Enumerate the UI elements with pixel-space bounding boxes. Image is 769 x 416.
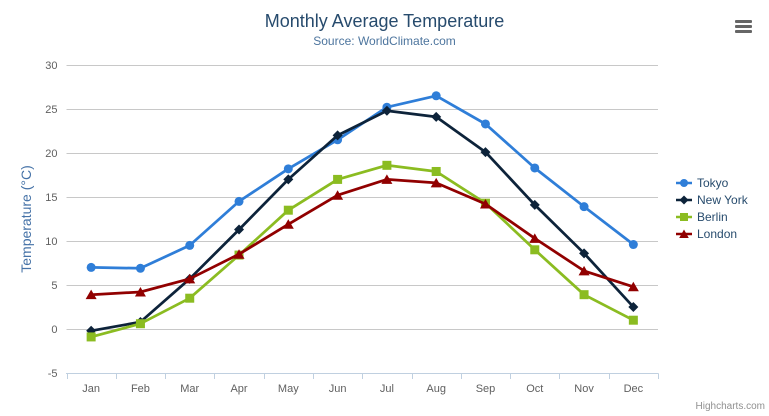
x-axis-label: Oct xyxy=(526,383,543,395)
y-axis-label: 15 xyxy=(45,192,57,204)
series-line-london[interactable] xyxy=(89,178,635,297)
x-axis-label: May xyxy=(278,383,299,395)
tokyo-point[interactable] xyxy=(431,91,441,101)
chart-subtitle: Source: WorldClimate.com xyxy=(313,34,456,48)
series-line-berlin[interactable] xyxy=(89,163,635,339)
legend-item-label: Tokyo xyxy=(697,176,729,190)
berlin-point[interactable] xyxy=(579,290,589,300)
y-axis-label: 5 xyxy=(51,280,57,292)
tokyo-point[interactable] xyxy=(135,263,145,273)
y-axis-label: 0 xyxy=(51,324,57,336)
london-point[interactable] xyxy=(381,174,393,184)
new-york-point[interactable] xyxy=(381,105,392,116)
x-axis-label: Jun xyxy=(329,383,347,395)
berlin-point[interactable] xyxy=(333,174,343,184)
x-axis-label: Dec xyxy=(624,383,644,395)
y-axis-title: Temperature (°C) xyxy=(18,165,34,273)
legend-item-new-york[interactable]: New York xyxy=(676,192,748,208)
y-axis-label: 30 xyxy=(45,60,57,72)
new-york-point[interactable] xyxy=(628,302,639,312)
berlin-point[interactable] xyxy=(530,245,540,255)
tokyo-point[interactable] xyxy=(530,163,540,173)
berlin-point[interactable] xyxy=(283,205,293,215)
triangle-icon xyxy=(676,229,692,238)
diamond-icon xyxy=(676,195,692,205)
london-point[interactable] xyxy=(529,233,541,243)
x-axis-label: Sep xyxy=(476,383,496,395)
tokyo-point[interactable] xyxy=(185,240,195,250)
x-axis-label: Mar xyxy=(180,383,199,395)
x-axis-label: Feb xyxy=(131,383,150,395)
london-point[interactable] xyxy=(627,281,639,292)
legend: Tokyo New York Berlin London xyxy=(676,175,748,243)
new-york-point[interactable] xyxy=(283,174,294,185)
hamburger-icon xyxy=(735,20,752,33)
legend-item-london[interactable]: London xyxy=(676,226,748,242)
new-york-point[interactable] xyxy=(332,130,343,141)
berlin-point[interactable] xyxy=(135,319,145,329)
london-point[interactable] xyxy=(578,265,590,276)
x-axis-label: Jan xyxy=(82,383,100,395)
legend-item-label: Berlin xyxy=(697,210,728,224)
legend-item-tokyo[interactable]: Tokyo xyxy=(676,175,748,191)
highcharts-credit[interactable]: Highcharts.com xyxy=(695,401,765,412)
x-axis-label: Jul xyxy=(380,383,394,395)
new-york-point[interactable] xyxy=(529,199,540,210)
london-point[interactable] xyxy=(332,190,344,200)
legend-item-label: New York xyxy=(697,193,748,207)
london-point[interactable] xyxy=(479,199,491,209)
london-point[interactable] xyxy=(134,287,146,297)
berlin-point[interactable] xyxy=(86,332,96,342)
london-point[interactable] xyxy=(233,249,245,259)
tokyo-point[interactable] xyxy=(628,240,638,250)
y-axis-label: 25 xyxy=(45,104,57,116)
tokyo-point[interactable] xyxy=(283,164,293,174)
chart-title: Monthly Average Temperature xyxy=(264,11,505,31)
london-point[interactable] xyxy=(430,177,442,188)
berlin-point[interactable] xyxy=(382,160,392,170)
tokyo-point[interactable] xyxy=(86,262,96,272)
y-axis-label: -5 xyxy=(48,368,58,380)
x-axis-label: Aug xyxy=(426,383,446,395)
london-point[interactable] xyxy=(184,273,196,284)
berlin-point[interactable] xyxy=(628,315,638,325)
london-point[interactable] xyxy=(282,219,294,229)
legend-item-label: London xyxy=(697,227,738,241)
circle-icon xyxy=(676,179,692,187)
x-axis-label: Apr xyxy=(230,383,247,395)
y-axis-label: 20 xyxy=(45,148,57,160)
series-line-new-york[interactable] xyxy=(89,109,635,333)
tokyo-point[interactable] xyxy=(480,119,490,129)
new-york-point[interactable] xyxy=(579,248,590,259)
export-menu-button[interactable] xyxy=(734,20,753,35)
y-axis-label: 10 xyxy=(45,236,57,248)
legend-item-berlin[interactable]: Berlin xyxy=(676,209,748,225)
tokyo-point[interactable] xyxy=(579,202,589,212)
berlin-point[interactable] xyxy=(185,293,195,303)
new-york-point[interactable] xyxy=(431,111,442,122)
london-point[interactable] xyxy=(85,289,97,300)
tokyo-point[interactable] xyxy=(234,196,244,206)
berlin-point[interactable] xyxy=(431,166,441,176)
square-icon xyxy=(676,213,692,221)
x-axis-label: Nov xyxy=(574,383,594,395)
new-york-point[interactable] xyxy=(480,147,491,158)
new-york-point[interactable] xyxy=(234,224,245,235)
